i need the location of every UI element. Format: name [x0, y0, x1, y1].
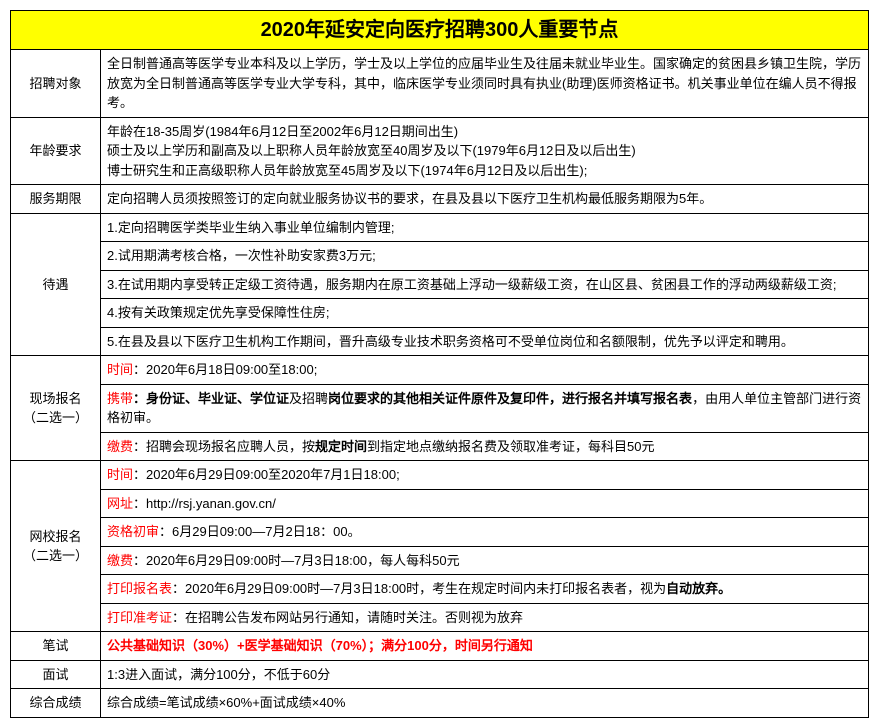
row-label-service: 服务期限	[11, 185, 101, 214]
onsite-time-label: 时间	[107, 362, 133, 377]
age-line3: 博士研究生和正高级职称人员年龄放宽至45周岁及以下(1974年6月12日及以后出…	[107, 163, 587, 178]
online-review: 资格初审：6月29日09:00—7月2日18：00。	[101, 518, 869, 547]
schedule-table: 2020年延安定向医疗招聘300人重要节点 招聘对象 全日制普通高等医学专业本科…	[10, 10, 869, 718]
online-print: 打印报名表：2020年6月29日09:00时—7月3日18:00时，考生在规定时…	[101, 575, 869, 604]
online-label-2: （二选一）	[23, 548, 88, 563]
onsite-bring: 携带：身份证、毕业证、学位证及招聘岗位要求的其他相关证件原件及复印件，进行报名并…	[101, 384, 869, 432]
onsite-fee-label: 缴费	[107, 439, 133, 454]
onsite-label-1: 现场报名	[29, 391, 81, 406]
online-label-1: 网校报名	[29, 529, 81, 544]
online-print-label: 打印报名表	[107, 581, 172, 596]
online-url-value: ：http://rsj.yanan.gov.cn/	[133, 496, 276, 511]
row-content-interview: 1:3进入面试，满分100分，不低于60分	[101, 660, 869, 689]
row-content-service: 定向招聘人员须按照签订的定向就业服务协议书的要求，在县及县以下医疗卫生机构最低服…	[101, 185, 869, 214]
row-label-onsite: 现场报名 （二选一）	[11, 356, 101, 461]
onsite-bring-bold2: 岗位要求的其他相关证件原件及复印件，进行报名并填写报名表	[328, 391, 692, 406]
online-admit-value: ：在招聘公告发布网站另行通知，请随时关注。否则视为放弃	[172, 610, 523, 625]
onsite-fee: 缴费：招聘会现场报名应聘人员，按规定时间到指定地点缴纳报名费及领取准考证，每科目…	[101, 432, 869, 461]
row-label-age: 年龄要求	[11, 117, 101, 185]
online-fee: 缴费：2020年6月29日09:00时—7月3日18:00，每人每科50元	[101, 546, 869, 575]
table-title: 2020年延安定向医疗招聘300人重要节点	[11, 11, 869, 50]
benefit-5: 5.在县及县以下医疗卫生机构工作期间，晋升高级专业技术职务资格可不受单位岗位和名…	[101, 327, 869, 356]
online-print-bold: 自动放弃。	[666, 581, 731, 596]
row-label-target: 招聘对象	[11, 50, 101, 118]
benefit-2: 2.试用期满考核合格，一次性补助安家费3万元;	[101, 242, 869, 271]
online-time-label: 时间	[107, 467, 133, 482]
row-content-score: 综合成绩=笔试成绩×60%+面试成绩×40%	[101, 689, 869, 718]
row-label-score: 综合成绩	[11, 689, 101, 718]
row-label-online: 网校报名 （二选一）	[11, 461, 101, 632]
row-content-age: 年龄在18-35周岁(1984年6月12日至2002年6月12日期间出生) 硕士…	[101, 117, 869, 185]
onsite-time-value: ：2020年6月18日09:00至18:00;	[133, 362, 317, 377]
onsite-label-2: （二选一）	[23, 410, 88, 425]
online-admit: 打印准考证：在招聘公告发布网站另行通知，请随时关注。否则视为放弃	[101, 603, 869, 632]
online-feeonline-label: 缴费	[107, 553, 133, 568]
onsite-bring-mid: 及招聘	[289, 391, 328, 406]
onsite-time: 时间：2020年6月18日09:00至18:00;	[101, 356, 869, 385]
age-line2: 硕士及以上学历和副高及以上职称人员年龄放宽至40周岁及以下(1979年6月12日…	[107, 143, 636, 158]
online-review-value: ：6月29日09:00—7月2日18：00。	[159, 524, 361, 539]
online-time-value: ：2020年6月29日09:00至2020年7月1日18:00;	[133, 467, 400, 482]
online-url-label: 网址	[107, 496, 133, 511]
onsite-fee-mid2: 到指定地点缴纳报名费及领取准考证，每科目50元	[367, 439, 654, 454]
onsite-fee-mid1: ：招聘会现场报名应聘人员，按	[133, 439, 315, 454]
benefit-3: 3.在试用期内享受转正定级工资待遇，服务期内在原工资基础上浮动一级薪级工资，在山…	[101, 270, 869, 299]
row-content-target: 全日制普通高等医学专业本科及以上学历，学士及以上学位的应届毕业生及往届未就业毕业…	[101, 50, 869, 118]
age-line1: 年龄在18-35周岁(1984年6月12日至2002年6月12日期间出生)	[107, 124, 458, 139]
benefit-1: 1.定向招聘医学类毕业生纳入事业单位编制内管理;	[101, 213, 869, 242]
online-url: 网址：http://rsj.yanan.gov.cn/	[101, 489, 869, 518]
onsite-fee-bold: 规定时间	[315, 439, 367, 454]
online-admit-label: 打印准考证	[107, 610, 172, 625]
onsite-bring-bold: ：身份证、毕业证、学位证	[133, 391, 289, 406]
online-review-label: 资格初审	[107, 524, 159, 539]
online-fee-value: ：2020年6月29日09:00时—7月3日18:00，每人每科50元	[133, 553, 460, 568]
row-label-benefit: 待遇	[11, 213, 101, 356]
row-content-written: 公共基础知识（30%）+医学基础知识（70%）；满分100分，时间另行通知	[101, 632, 869, 661]
online-time: 时间：2020年6月29日09:00至2020年7月1日18:00;	[101, 461, 869, 490]
online-print-mid: ：2020年6月29日09:00时—7月3日18:00时，考生在规定时间内未打印…	[172, 581, 666, 596]
benefit-4: 4.按有关政策规定优先享受保障性住房;	[101, 299, 869, 328]
row-label-written: 笔试	[11, 632, 101, 661]
onsite-bring-label: 携带	[107, 391, 133, 406]
row-label-interview: 面试	[11, 660, 101, 689]
